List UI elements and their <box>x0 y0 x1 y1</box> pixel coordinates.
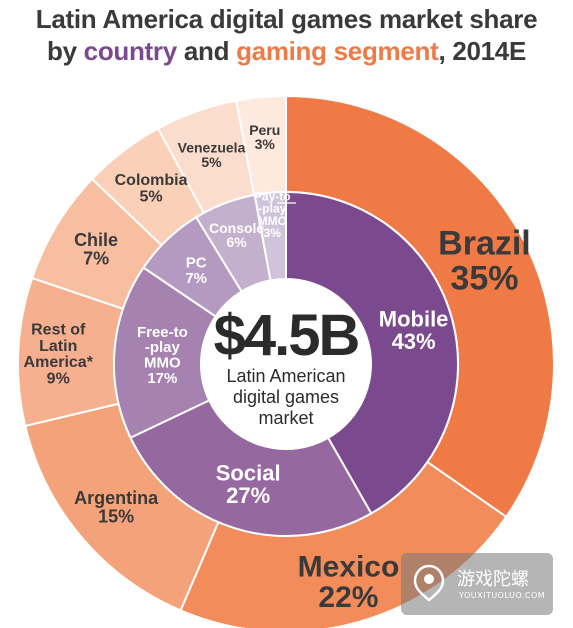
segment-label-line: Pay-to <box>254 189 291 203</box>
country-label-colombia: Colombia 5% <box>115 172 188 205</box>
country-label-line: 22% <box>318 581 378 614</box>
country-label-line: 7% <box>83 249 109 269</box>
segment-label-line: 17% <box>147 370 177 387</box>
segment-label-line: -play <box>145 339 181 356</box>
country-label-line: Latin <box>39 338 77 355</box>
center-caption-line1: Latin American <box>226 366 345 386</box>
country-label-line: America* <box>24 354 94 371</box>
segment-label-line: 27% <box>226 483 270 508</box>
country-label-line: Colombia <box>115 172 188 189</box>
country-label-brazil: Brazil 35% <box>438 225 531 298</box>
country-label-line: 5% <box>201 154 222 170</box>
country-label-line: Chile <box>74 230 118 250</box>
segment-label-line: 3% <box>264 226 282 240</box>
country-labels: Brazil 35%Mexico 22%Argentina 15%Rest of Lat… <box>24 122 531 614</box>
title-line2-middle: and <box>176 36 237 66</box>
spinning-top-icon <box>413 564 445 602</box>
segment-label-line: Mobile <box>379 307 449 332</box>
title-line1-text: Latin America digital games market share <box>35 4 538 34</box>
segment-label-line: 6% <box>226 234 247 250</box>
segment-label-social: Social 27% <box>216 461 281 508</box>
title-country-word: country <box>83 36 178 66</box>
country-label-line: 15% <box>98 506 134 526</box>
center-caption-line3: market <box>258 408 313 428</box>
title-line2-suffix: , 2014E <box>438 36 527 66</box>
segment-label-pc: PC 7% <box>185 255 207 287</box>
segment-label-line: 7% <box>185 270 207 287</box>
country-label-line: Argentina <box>74 488 159 508</box>
country-label-line: Peru <box>249 122 280 138</box>
country-label-line: Venezuela <box>178 140 246 156</box>
segment-label-line: Console <box>209 220 264 236</box>
country-label-rest-of-latin-america: Rest of Latin America* 9% <box>24 321 94 387</box>
segment-label-line: -play <box>258 202 286 216</box>
segment-label-free-to-play-mmo: Free-to -play MMO 17% <box>137 324 188 387</box>
center-caption-line2: digital games <box>233 387 339 407</box>
segment-label-line: MMO <box>258 214 287 228</box>
chart-title-line1: Latin America digital games market share <box>0 4 573 34</box>
segment-label-mobile: Mobile 43% <box>379 307 449 354</box>
title-line2-prefix: by <box>46 36 84 66</box>
country-label-line: 9% <box>47 370 70 387</box>
country-label-line: Brazil <box>438 225 531 263</box>
watermark-badge: 游戏陀螺 YOUXITUOLUO.COM <box>401 553 553 615</box>
segment-labels: Mobile 43%Social 27%Free-to -play MMO 17%PC 7%… <box>137 189 448 508</box>
segment-label-line: PC <box>186 255 207 272</box>
title-segment-word: gaming segment <box>236 36 439 66</box>
center-total-value: $4.5B <box>214 303 359 368</box>
country-label-line: 5% <box>140 188 163 205</box>
country-label-argentina: Argentina 15% <box>74 488 159 526</box>
segment-label-pay-to-play-mmo: Pay-to -play MMO 3% <box>254 189 291 240</box>
watermark-text-en: YOUXITUOLUO.COM <box>459 591 546 600</box>
segment-label-line: Free-to <box>137 324 188 341</box>
segment-label-line: MMO <box>144 354 181 371</box>
country-label-mexico: Mexico 22% <box>298 550 400 614</box>
segment-label-line: Social <box>216 461 281 486</box>
country-label-line: 3% <box>255 136 276 152</box>
country-label-line: 35% <box>450 259 518 297</box>
country-label-line: Rest of <box>31 321 86 338</box>
country-label-peru: Peru 3% <box>249 122 280 152</box>
watermark-text-cn: 游戏陀螺 <box>457 569 529 590</box>
country-label-line: Mexico <box>298 550 400 583</box>
segment-label-line: 43% <box>392 329 436 354</box>
chart-title-line2: by country and gaming segment, 2014E <box>0 36 573 66</box>
country-label-chile: Chile 7% <box>74 230 118 268</box>
segment-label-console: Console 6% <box>209 220 264 250</box>
country-label-venezuela: Venezuela 5% <box>178 140 246 170</box>
center-disc <box>201 279 371 449</box>
